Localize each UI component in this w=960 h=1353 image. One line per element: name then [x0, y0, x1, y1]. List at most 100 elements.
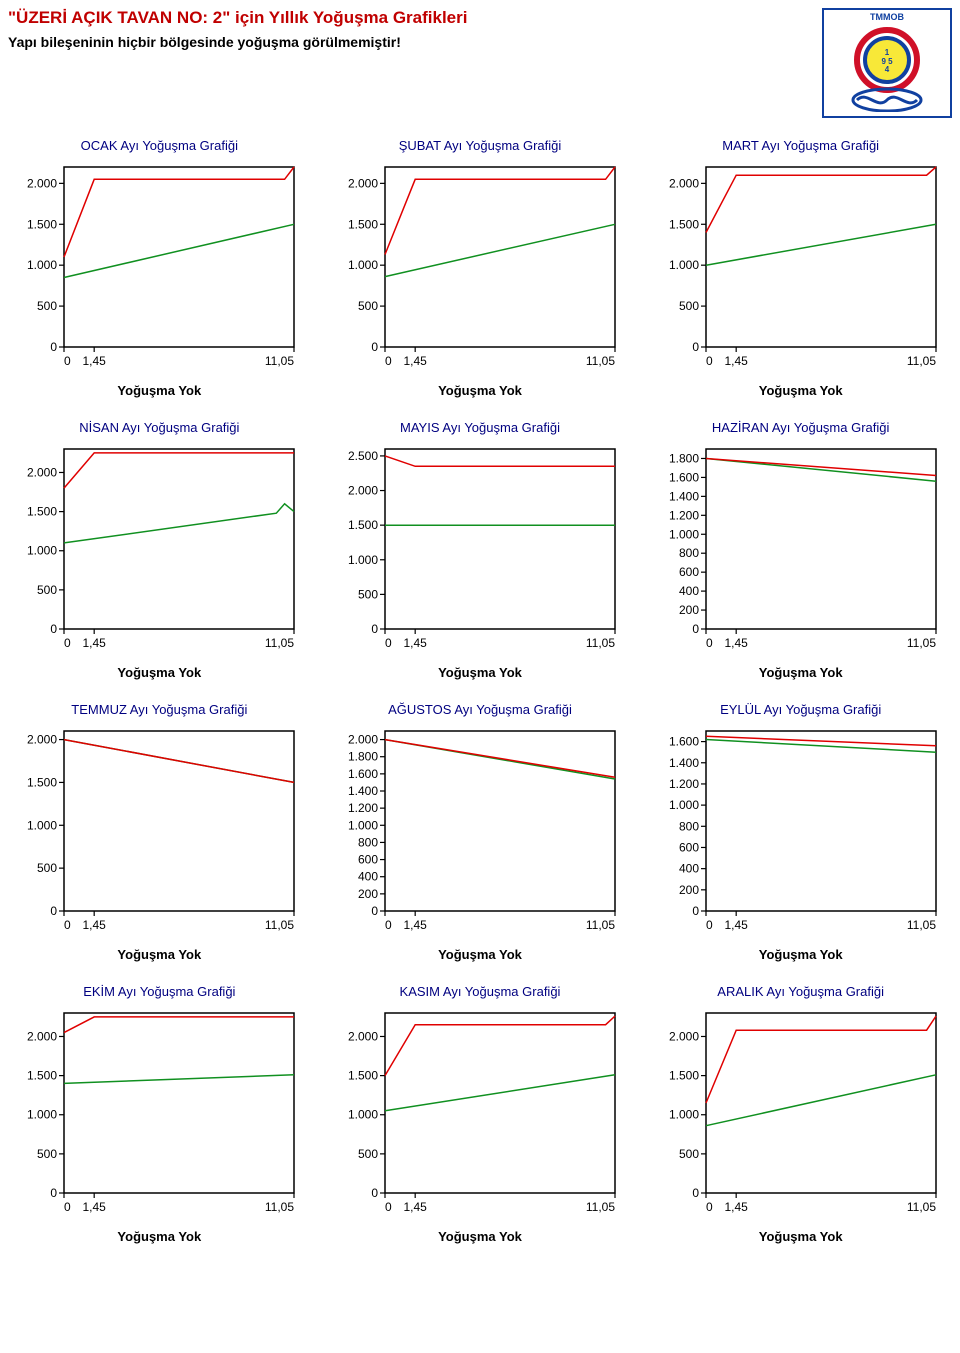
svg-text:1,45: 1,45	[403, 1200, 427, 1214]
chart-caption: Yoğuşma Yok	[438, 1229, 522, 1244]
org-logo: TMMOB 1 9 5 4	[822, 8, 952, 118]
svg-text:1,45: 1,45	[403, 354, 427, 368]
chart-caption: Yoğuşma Yok	[438, 947, 522, 962]
chart-svg: 05001.0001.5002.00001,4511,05	[14, 439, 304, 659]
svg-text:4: 4	[885, 65, 890, 74]
svg-text:600: 600	[679, 840, 699, 854]
chart-title: MAYIS Ayı Yoğuşma Grafiği	[400, 420, 560, 435]
svg-text:600: 600	[358, 853, 378, 867]
svg-text:400: 400	[679, 584, 699, 598]
svg-text:0: 0	[64, 636, 71, 650]
svg-text:1.400: 1.400	[348, 784, 378, 798]
svg-text:1.500: 1.500	[348, 217, 378, 231]
svg-text:500: 500	[679, 299, 699, 313]
svg-text:1,45: 1,45	[83, 354, 107, 368]
svg-text:0: 0	[385, 918, 392, 932]
svg-text:1.500: 1.500	[348, 1069, 378, 1083]
svg-text:500: 500	[358, 299, 378, 313]
svg-text:1,45: 1,45	[724, 1200, 748, 1214]
svg-text:0: 0	[51, 904, 58, 918]
chart-caption: Yoğuşma Yok	[438, 665, 522, 680]
svg-text:1.500: 1.500	[669, 217, 699, 231]
svg-text:1,45: 1,45	[724, 918, 748, 932]
svg-text:200: 200	[679, 883, 699, 897]
svg-text:1.000: 1.000	[27, 818, 57, 832]
svg-text:1.000: 1.000	[669, 798, 699, 812]
svg-text:200: 200	[358, 887, 378, 901]
chart-cell: NİSAN Ayı Yoğuşma Grafiği05001.0001.5002…	[8, 420, 311, 684]
svg-text:0: 0	[692, 904, 699, 918]
chart-svg: 05001.0001.5002.00001,4511,05	[335, 157, 625, 377]
svg-text:500: 500	[358, 1147, 378, 1161]
svg-text:0: 0	[706, 636, 713, 650]
svg-text:1.500: 1.500	[27, 505, 57, 519]
svg-text:400: 400	[358, 870, 378, 884]
svg-text:1.000: 1.000	[348, 258, 378, 272]
svg-text:800: 800	[679, 546, 699, 560]
chart-title: KASIM Ayı Yoğuşma Grafiği	[400, 984, 561, 999]
svg-text:200: 200	[679, 603, 699, 617]
chart-svg: 05001.0001.5002.00001,4511,05	[14, 157, 304, 377]
svg-text:2.000: 2.000	[348, 733, 378, 747]
svg-text:1.000: 1.000	[27, 544, 57, 558]
svg-text:0: 0	[385, 354, 392, 368]
svg-text:1.000: 1.000	[348, 1108, 378, 1122]
svg-text:1.000: 1.000	[27, 1108, 57, 1122]
svg-text:0: 0	[692, 622, 699, 636]
svg-text:1.200: 1.200	[348, 801, 378, 815]
chart-svg: 05001.0001.5002.00001,4511,05	[14, 1003, 304, 1223]
svg-text:0: 0	[692, 340, 699, 354]
chart-grid: OCAK Ayı Yoğuşma Grafiği05001.0001.5002.…	[8, 138, 952, 1248]
svg-text:2.000: 2.000	[27, 733, 57, 747]
svg-text:800: 800	[679, 819, 699, 833]
chart-caption: Yoğuşma Yok	[759, 383, 843, 398]
svg-text:1.600: 1.600	[669, 735, 699, 749]
svg-text:0: 0	[64, 354, 71, 368]
svg-text:1,45: 1,45	[83, 918, 107, 932]
svg-text:2.000: 2.000	[348, 484, 378, 498]
svg-text:500: 500	[37, 583, 57, 597]
chart-caption: Yoğuşma Yok	[759, 1229, 843, 1244]
svg-text:400: 400	[679, 862, 699, 876]
chart-title: HAZİRAN Ayı Yoğuşma Grafiği	[712, 420, 890, 435]
svg-text:11,05: 11,05	[586, 918, 615, 932]
svg-text:1.000: 1.000	[669, 527, 699, 541]
chart-title: EYLÜL Ayı Yoğuşma Grafiği	[720, 702, 881, 717]
header-text-block: "ÜZERİ AÇIK TAVAN NO: 2" için Yıllık Yoğ…	[8, 8, 467, 50]
svg-text:1.000: 1.000	[348, 818, 378, 832]
svg-text:11,05: 11,05	[265, 1200, 294, 1214]
svg-text:600: 600	[679, 565, 699, 579]
svg-text:1.000: 1.000	[669, 1108, 699, 1122]
svg-text:2.000: 2.000	[669, 1029, 699, 1043]
svg-text:0: 0	[51, 1186, 58, 1200]
svg-text:1,45: 1,45	[724, 636, 748, 650]
svg-text:1.800: 1.800	[348, 750, 378, 764]
svg-text:0: 0	[51, 622, 58, 636]
chart-svg: 05001.0001.5002.0002.50001,4511,05	[335, 439, 625, 659]
chart-title: ARALIK Ayı Yoğuşma Grafiği	[717, 984, 884, 999]
svg-text:1.500: 1.500	[348, 518, 378, 532]
svg-text:1.500: 1.500	[27, 217, 57, 231]
svg-text:1.200: 1.200	[669, 777, 699, 791]
chart-caption: Yoğuşma Yok	[759, 947, 843, 962]
chart-title: ŞUBAT Ayı Yoğuşma Grafiği	[399, 138, 562, 153]
svg-text:11,05: 11,05	[907, 918, 936, 932]
svg-text:1: 1	[885, 48, 890, 57]
svg-text:2.000: 2.000	[348, 1029, 378, 1043]
svg-text:1.500: 1.500	[669, 1069, 699, 1083]
chart-cell: TEMMUZ Ayı Yoğuşma Grafiği05001.0001.500…	[8, 702, 311, 966]
svg-text:0: 0	[371, 622, 378, 636]
chart-cell: OCAK Ayı Yoğuşma Grafiği05001.0001.5002.…	[8, 138, 311, 402]
chart-caption: Yoğuşma Yok	[759, 665, 843, 680]
svg-text:0: 0	[692, 1186, 699, 1200]
chart-title: EKİM Ayı Yoğuşma Grafiği	[83, 984, 235, 999]
chart-caption: Yoğuşma Yok	[117, 947, 201, 962]
svg-text:11,05: 11,05	[907, 636, 936, 650]
chart-cell: KASIM Ayı Yoğuşma Grafiği05001.0001.5002…	[329, 984, 632, 1248]
chart-cell: MART Ayı Yoğuşma Grafiği05001.0001.5002.…	[649, 138, 952, 402]
svg-text:11,05: 11,05	[586, 636, 615, 650]
svg-text:11,05: 11,05	[586, 1200, 615, 1214]
svg-text:0: 0	[371, 904, 378, 918]
chart-cell: EYLÜL Ayı Yoğuşma Grafiği 0 200 400 600 800 1.…	[649, 702, 952, 966]
svg-text:800: 800	[358, 835, 378, 849]
